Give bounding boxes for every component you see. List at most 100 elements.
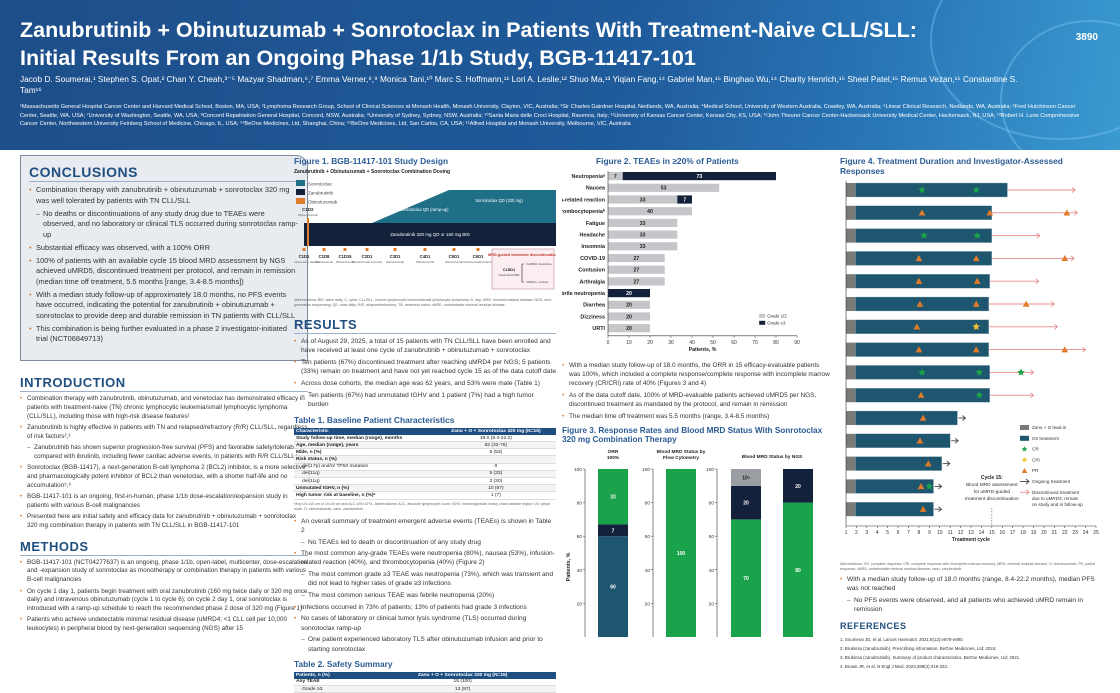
x-tick-label: 12 <box>958 530 964 536</box>
timepoint-label: C5D1 <box>449 254 460 259</box>
timepoint-sub: Obinutuzumab <box>386 260 405 264</box>
bullet-item: On cycle 1 day 1, patients begin treatme… <box>20 588 308 614</box>
x-tick-label: 10 <box>937 530 943 536</box>
table2-col-header: Patients, n (%) <box>294 672 369 679</box>
legend-label: Obinutuzumab <box>308 200 338 205</box>
category-label: Infusion-related reaction <box>562 197 605 203</box>
mrd-yes: If uMRD4, discontinue <box>526 262 552 266</box>
x-tick-label: 80 <box>773 340 779 346</box>
table2-val-header: Zanu + O + Sonrotoclax 320 mg (N=15) <box>369 672 556 679</box>
row-label: del(11q) <box>294 478 436 485</box>
legend-star <box>1022 457 1028 462</box>
annotation-text: Blood MRD assessment <box>966 482 1018 488</box>
category-label: Insomnia <box>581 244 606 250</box>
poster-number: 3890 <box>1076 32 1098 43</box>
lead-in-bar <box>846 411 855 425</box>
bullet-item: With a median study follow-up of 18.0 mo… <box>840 575 1102 593</box>
y-axis-label: Patients, % <box>566 553 572 582</box>
bullet-item: Zanubrutinib has shown superior progress… <box>20 444 308 462</box>
x-tick-label: 19 <box>1031 530 1037 536</box>
y-tick-label: 60 <box>709 534 715 540</box>
data-label: 33 <box>640 233 646 239</box>
y-tick-label: 100 <box>574 467 582 473</box>
timepoint-label: C4D1 <box>420 254 431 259</box>
legend-swatch <box>1020 436 1029 441</box>
category-label: Fatigue <box>586 221 605 227</box>
x-tick-label: 11 <box>948 530 953 536</box>
x-tick-label: 0 <box>607 340 610 346</box>
lead-in-bar <box>846 274 855 288</box>
affiliations: ¹Massachusetts General Hospital Cancer C… <box>20 103 1090 129</box>
data-label: 20 <box>626 303 632 309</box>
introduction-list: Combination therapy with zanubrutinib, o… <box>20 395 308 531</box>
data-label: 70 <box>743 576 749 582</box>
table-row: del(11q)5 (33) <box>294 470 556 477</box>
treatment-bar <box>855 343 988 357</box>
data-label: 20 <box>626 326 632 332</box>
x-tick-label: 90 <box>794 340 800 346</box>
category-label: Thrombocytopeniaᵇ <box>562 209 605 215</box>
bullet-item: BGB-11417-101 (NCT04277637) is an ongoin… <box>20 559 308 585</box>
figure3-title: Figure 3. Response Rates and Blood MRD S… <box>562 426 832 444</box>
category-label: Headache <box>580 233 605 239</box>
legend-label: Discontinued treatment <box>1032 490 1080 495</box>
obinutuzumab-dose-marker <box>344 248 347 251</box>
lead-in-bar <box>846 320 855 334</box>
table2-title: Table 2. Safety Summary <box>294 659 556 669</box>
x-tick-label: 70 <box>752 340 758 346</box>
bullet-item: Patients who achieve undetectable minima… <box>20 616 308 634</box>
x-tick-label: 16 <box>999 530 1005 536</box>
sonrotoclax-ramp-label: Sonrotoclax QD (ramp-up) <box>399 207 449 212</box>
lead-in-bar <box>846 479 855 493</box>
row-value: 13 (87) <box>369 685 556 692</box>
y-tick-label: 20 <box>577 602 583 608</box>
table1-footnote: ᵃAny LN ≥10 cm or LN ≥5 cm and ALC ≥25×1… <box>294 502 556 512</box>
legend-label: CR <box>1032 447 1039 452</box>
category-label: Neutropeniaᵃ <box>572 174 605 180</box>
lead-in-bar <box>846 229 855 243</box>
row-value: 8 (53) <box>436 449 556 456</box>
x-tick-label: 15 <box>989 530 995 536</box>
panel-title: ORR <box>608 449 619 455</box>
x-axis-label: Treatment cycle <box>952 537 990 543</box>
treatment-bar <box>855 274 989 288</box>
title-line-2: Initial Results From an Ongoing Phase 1/… <box>20 44 1030 72</box>
data-label: 10ᵃ <box>742 476 750 482</box>
x-tick-label: 18 <box>1020 530 1026 536</box>
x-tick-label: 2 <box>855 530 858 536</box>
legend-label: on study and in follow-up <box>1032 502 1083 507</box>
legend-swatch <box>1020 425 1029 430</box>
obinutuzumab-dose-marker <box>366 248 369 251</box>
data-label: 27 <box>633 279 639 285</box>
timepoint-label: C6D1 <box>473 254 484 259</box>
x-tick-label: 1 <box>845 530 848 536</box>
efficacy-list: With a median study follow-up of 18.0 mo… <box>562 361 832 421</box>
data-label: 7 <box>683 197 686 203</box>
y-tick-label: 40 <box>709 568 715 574</box>
reference-item: 1. Soumerai JD, et al. Lancet Haematol. … <box>840 635 1102 644</box>
x-tick-label: 9 <box>928 530 931 536</box>
row-value: 62 (32-76) <box>436 442 556 449</box>
bullet-item: No cases of laboratory or clinical tumor… <box>294 614 556 632</box>
timepoint-label: C3D1 <box>390 254 401 259</box>
teae-bar-chart: Neutropeniaᵃ773Nausea53Infusion-related … <box>562 169 832 354</box>
author-list: Jacob D. Soumerai,¹ Stephen S. Opat,² Ch… <box>20 74 1040 96</box>
legend-label: Zanubrutinib <box>308 191 334 196</box>
row-label: Age, median (range), years <box>294 442 436 449</box>
category-label: Febrile neutropenia <box>562 291 606 297</box>
x-axis-label: Patients, % <box>689 347 717 353</box>
obinutuzumab-dose-marker <box>424 248 427 251</box>
data-label: 27 <box>633 256 639 262</box>
lead-in-bar <box>846 365 855 379</box>
obinutuzumab-dose-marker <box>394 248 397 251</box>
x-tick-label: 60 <box>731 340 737 346</box>
category-label: Diarrhea <box>583 303 606 309</box>
poster-header: Zanubrutinib + Obinutuzumab + Sonrotocla… <box>0 0 1120 150</box>
treatment-bar <box>855 251 991 265</box>
bullet-item: Infections occurred in 73% of patients; … <box>294 603 556 612</box>
bullet-item: Combination therapy with zanubrutinib + … <box>29 185 299 206</box>
x-tick-label: 23 <box>1072 530 1078 536</box>
row-label: Any TEAE <box>294 679 369 686</box>
